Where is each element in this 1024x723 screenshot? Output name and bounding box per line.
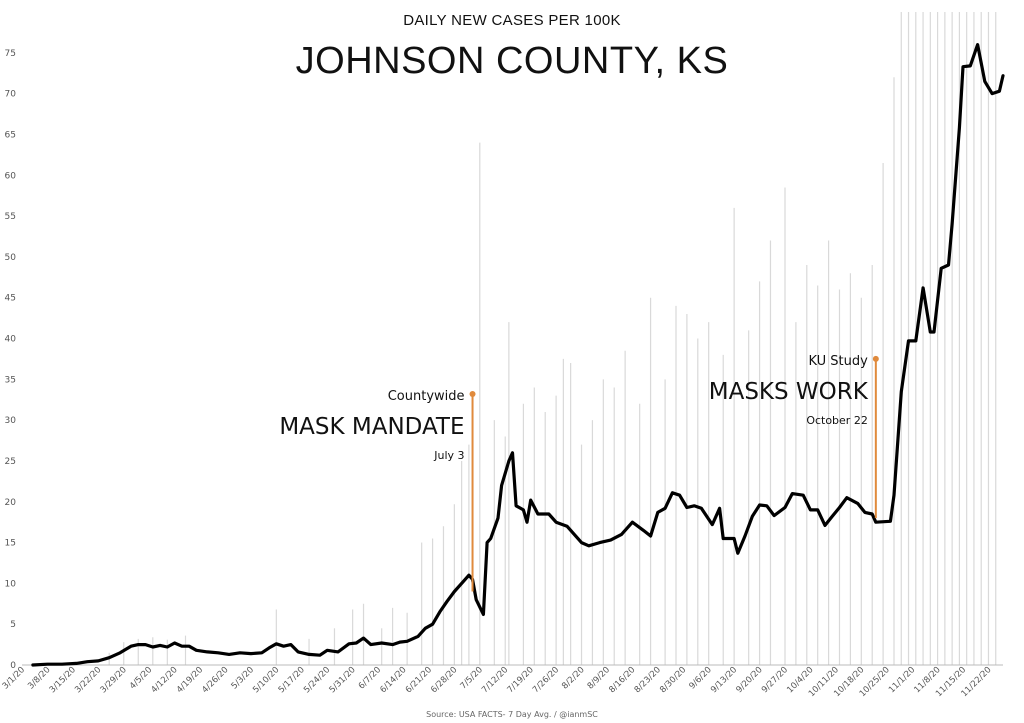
annotation-label: Countywide [388,389,465,404]
chart-title: JOHNSON COUNTY, KS [296,40,729,82]
x-tick-label: 4/12/20 [149,665,179,695]
annotation-title: MASK MANDATE [279,414,464,440]
y-tick-label: 10 [5,579,17,589]
x-tick-label: 7/19/20 [506,665,536,695]
x-tick-label: 4/26/20 [200,665,230,695]
x-tick-label: 5/24/20 [302,665,332,695]
annotation-date: October 22 [806,414,868,427]
x-tick-label: 8/16/20 [607,665,637,695]
y-tick-label: 15 [5,539,16,549]
y-tick-label: 30 [5,416,17,426]
x-tick-label: 6/14/20 [378,665,408,695]
x-tick-label: 5/10/20 [251,665,281,695]
annotation-title: MASKS WORK [709,379,869,405]
chart-subtitle: DAILY NEW CASES PER 100K [403,12,621,29]
y-axis: 0 5 10 15 20 25 30 35 40 45 50 55 60 65 70 75 [5,49,17,671]
y-tick-label: 70 [5,90,17,100]
annotation-date: July 3 [433,449,464,462]
annotation-label: KU Study [808,354,868,369]
annotation-dot [469,391,476,398]
x-tick-label: 7/26/20 [531,665,561,695]
annotation-dot [872,355,879,362]
x-tick-label: 3/15/20 [48,665,78,695]
y-tick-label: 65 [5,130,16,140]
x-tick-label: 9/27/20 [760,665,790,695]
y-tick-label: 60 [5,171,17,181]
series-line [31,43,1005,667]
y-tick-label: 20 [5,498,17,508]
y-tick-label: 5 [10,620,16,630]
x-tick-label: 8/30/20 [658,665,688,695]
y-tick-label: 50 [5,253,17,263]
x-tick-label: 4/19/20 [175,665,205,695]
y-tick-label: 75 [5,49,16,59]
x-tick-label: 5/31/20 [328,665,358,695]
y-tick-label: 25 [5,457,16,467]
x-tick-label: 6/21/20 [404,665,434,695]
x-axis: 3/1/20 3/8/203/15/203/22/203/29/20 4/5/204… [1,665,994,699]
x-tick-label: 8/23/20 [633,665,663,695]
x-tick-label: 3/29/20 [99,665,129,695]
annotations: Countywide MASK MANDATE July 3 KU Study MASK… [279,354,879,592]
x-tick-label: 6/28/20 [429,665,459,695]
x-tick-label: 9/13/20 [709,665,739,695]
y-tick-label: 40 [5,335,17,345]
y-tick-label: 0 [10,661,16,671]
y-tick-label: 45 [5,294,16,304]
x-tick-label: 11/1/20 [887,665,917,695]
x-tick-label: 5/17/20 [277,665,307,695]
x-tick-label: 9/20/20 [734,665,764,695]
x-tick-label: 3/22/20 [73,665,103,695]
y-tick-label: 35 [5,375,16,385]
chart-source: Source: USA FACTS- 7 Day Avg. / @ianmSC [426,710,598,719]
x-tick-label: 8/2/20 [560,665,586,691]
y-tick-label: 55 [5,212,16,222]
background-bars [108,12,997,665]
x-tick-label: 7/12/20 [480,665,510,695]
